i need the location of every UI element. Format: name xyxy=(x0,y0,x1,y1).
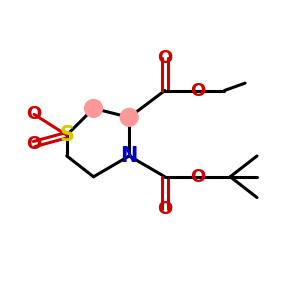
Text: O: O xyxy=(190,82,205,100)
Text: O: O xyxy=(157,200,172,218)
Text: O: O xyxy=(157,49,172,67)
Text: O: O xyxy=(190,168,205,186)
Text: O: O xyxy=(26,105,42,123)
Text: S: S xyxy=(59,125,74,145)
Circle shape xyxy=(120,108,138,126)
Text: O: O xyxy=(26,135,42,153)
Text: N: N xyxy=(121,146,138,166)
Circle shape xyxy=(85,100,102,117)
